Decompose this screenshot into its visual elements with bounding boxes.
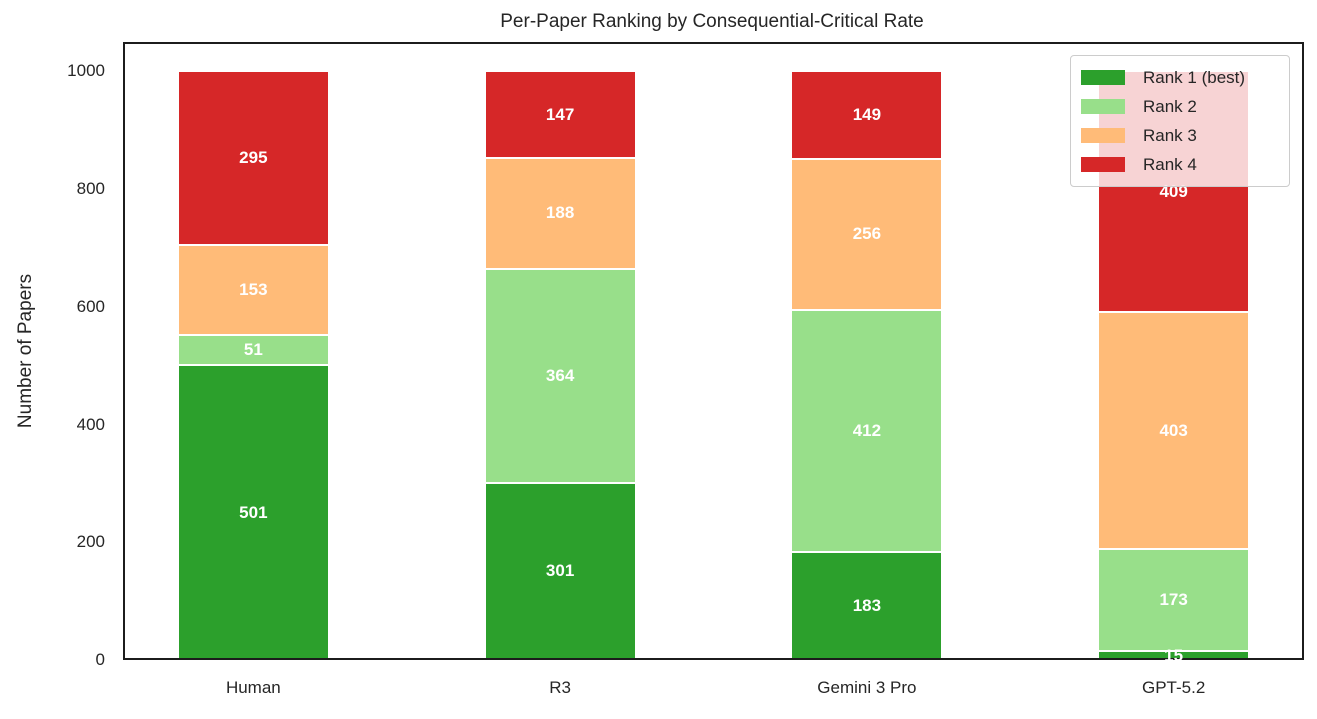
chart-title: Per-Paper Ranking by Consequential-Criti… bbox=[500, 11, 924, 32]
bar-value-label: 183 bbox=[852, 596, 882, 616]
legend-item: Rank 2 bbox=[1081, 92, 1279, 121]
x-tick-label: Gemini 3 Pro bbox=[817, 678, 917, 697]
bar-segment bbox=[177, 335, 329, 366]
legend-swatch-icon bbox=[1081, 128, 1125, 143]
x-tick-label: Human bbox=[225, 678, 281, 697]
y-tick-label: 1000 bbox=[67, 61, 105, 81]
bar-value-label: 15 bbox=[1164, 645, 1184, 665]
legend: Rank 1 (best) Rank 2 Rank 3 Rank 4 bbox=[1070, 55, 1290, 187]
y-tick-label: 800 bbox=[76, 179, 105, 199]
bar-segment bbox=[791, 309, 943, 553]
bar-segment bbox=[177, 245, 329, 336]
legend-label: Rank 4 bbox=[1143, 154, 1197, 174]
bar-segment bbox=[484, 268, 636, 483]
legend-label: Rank 2 bbox=[1143, 96, 1197, 116]
legend-swatch-icon bbox=[1081, 157, 1125, 172]
legend-label: Rank 3 bbox=[1143, 125, 1197, 145]
bar-segment bbox=[1098, 549, 1250, 652]
bar-segment bbox=[484, 71, 636, 158]
bar-value-label: 295 bbox=[239, 148, 268, 168]
bar-value-label: 364 bbox=[545, 365, 575, 385]
bar-segment bbox=[791, 71, 943, 160]
bar-value-label: 149 bbox=[852, 105, 882, 125]
y-tick-label: 200 bbox=[76, 532, 105, 552]
legend-label: Rank 1 (best) bbox=[1143, 67, 1246, 87]
legend-item: Rank 4 bbox=[1081, 150, 1279, 179]
y-tick-label: 400 bbox=[76, 414, 105, 434]
bar-value-label: 501 bbox=[239, 502, 268, 522]
legend-swatch-icon bbox=[1081, 99, 1125, 114]
legend-item: Rank 1 (best) bbox=[1081, 63, 1279, 92]
bar-segment bbox=[1098, 312, 1250, 550]
bar-value-label: 147 bbox=[545, 104, 575, 124]
legend-swatch-icon bbox=[1081, 70, 1125, 85]
legend-item: Rank 3 bbox=[1081, 121, 1279, 150]
bar-segment bbox=[484, 482, 636, 660]
bar-value-label: 256 bbox=[852, 224, 882, 244]
y-tick-label: 600 bbox=[76, 296, 105, 316]
bar-segment bbox=[791, 159, 943, 310]
bar-segment bbox=[177, 71, 329, 246]
bar-value-label: 153 bbox=[239, 280, 268, 300]
bar-segment bbox=[791, 552, 943, 660]
bar-value-label: 301 bbox=[545, 561, 575, 581]
bar-value-label: 51 bbox=[243, 340, 263, 360]
y-tick-label: 0 bbox=[95, 650, 105, 669]
bar-value-label: 412 bbox=[852, 421, 882, 441]
x-tick-label: GPT-5.2 bbox=[1141, 678, 1206, 697]
bar-segment bbox=[484, 157, 636, 269]
bar-value-label: 188 bbox=[545, 203, 575, 223]
bar-value-label: 173 bbox=[1159, 590, 1188, 610]
bar-value-label: 403 bbox=[1159, 420, 1188, 440]
bar-segment bbox=[177, 365, 329, 660]
x-tick-label: R3 bbox=[549, 678, 571, 697]
